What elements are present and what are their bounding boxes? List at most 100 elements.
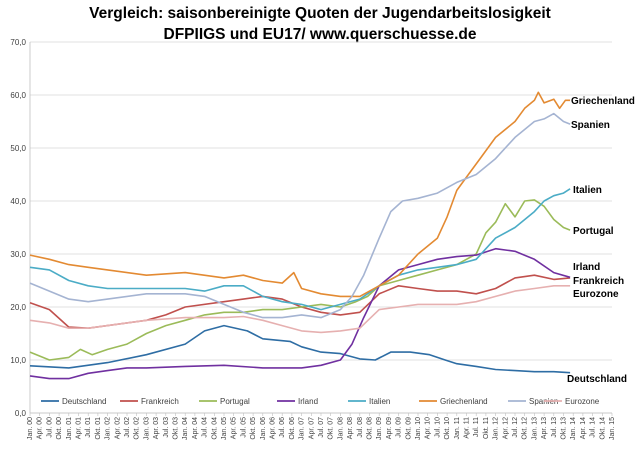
chart-subtitle: DFPIIGS und EU17/ www.querschuesse.de [164,26,477,43]
x-tick-label: Jul. 09 [396,417,403,438]
x-tick-label: Jul. 12 [512,417,519,438]
x-tick-label: Apr. 11 [464,417,471,439]
x-tick-label: Jan. 02 [105,417,112,440]
x-tick-label: Jul. 13 [551,417,558,438]
legend: Deutschland Frankreich Portugal Irland Itali… [41,397,600,406]
x-tick-label: Jul. 01 [85,417,92,438]
x-tick-label: Jul. 02 [124,417,131,438]
x-tick-label: Okt. 11 [483,417,490,439]
x-tick-label: Jan. 14 [570,417,577,440]
x-tick-label: Jan. 13 [531,417,538,440]
x-tick-label: Jan. 10 [415,417,422,440]
y-tick-label: 60,0 [10,91,26,100]
x-tick-label: Jan. 03 [143,417,150,440]
x-tick-label: Apr. 01 [76,417,83,439]
x-tick-label: Okt. 10 [444,417,451,440]
chart-title: Vergleich: saisonbereinigte Quoten der J… [89,5,551,22]
series-line-deutschland [29,324,571,374]
x-tick-label: Okt. 12 [522,417,529,440]
x-tick-label: Okt. 09 [405,417,412,440]
x-tick-label: Okt. 00 [56,417,63,440]
x-tick-label: Jan. 00 [27,417,34,440]
x-tick-label: Jan. 04 [182,417,189,440]
x-tick-label: Jan. 06 [260,417,267,440]
y-tick-label: 70,0 [10,38,26,47]
legend-label: Eurozone [565,397,600,406]
x-tick-label: Jan. 11 [454,417,461,440]
series-line-irland [29,247,571,380]
x-tick-label: Jul. 10 [434,417,441,438]
series-end-label: Griechenland [571,96,635,107]
x-tick-label: Apr. 05 [231,417,238,439]
y-tick-label: 40,0 [10,197,26,206]
x-tick-label: Jul. 00 [46,417,53,438]
series-line-portugal [29,199,571,361]
x-tick-label: Jan. 09 [376,417,383,440]
x-tick-label: Okt. 13 [561,417,568,440]
series-line-eurozone [29,284,571,334]
x-tick-label: Jan. 15 [609,417,616,440]
legend-label: Deutschland [62,397,106,406]
x-tick-label: Jul. 14 [590,417,597,438]
series-end-label: Frankreich [573,276,624,287]
x-tick-label: Okt. 04 [211,417,218,440]
series-line-italien [29,188,571,311]
x-tick-label: Apr. 10 [425,417,432,439]
series-end-label: Italien [573,185,602,196]
x-tick-label: Jan. 07 [299,417,306,440]
y-tick-label: 10,0 [10,356,26,365]
x-tick-label: Jan. 12 [493,417,500,440]
x-tick-label: Okt. 03 [173,417,180,440]
x-tick-label: Jul. 05 [240,417,247,438]
x-tick-label: Jul. 03 [163,417,170,438]
series-end-label: Deutschland [567,374,627,385]
series-end-label: Irland [573,262,600,273]
x-tick-label: Okt. 07 [328,417,335,440]
y-tick-label: 20,0 [10,303,26,312]
x-tick-label: Jan. 08 [337,417,344,440]
x-tick-label: Apr. 06 [270,417,277,439]
gridlines [30,41,612,414]
x-tick-label: Okt. 01 [95,417,102,440]
x-tick-label: Jan. 05 [221,417,228,440]
legend-label: Spanien [529,397,558,406]
y-tick-label: 0,0 [15,409,27,418]
x-tick-label: Apr. 13 [541,417,548,439]
x-tick-label: Apr. 09 [386,417,393,439]
legend-label: Italien [369,397,390,406]
y-axis: 0,0 10,0 20,0 30,0 40,0 50,0 60,0 70,0 [10,38,31,418]
x-tick-label: Apr. 12 [502,417,509,439]
x-tick-label: Jul. 06 [279,417,286,438]
legend-label: Frankreich [141,397,179,406]
x-tick-label: Apr. 08 [347,417,354,439]
x-tick-label: Jan. 01 [66,417,73,440]
x-tick-label: Okt. 06 [289,417,296,440]
x-tick-label: Jul. 07 [318,417,325,438]
series-end-label: Spanien [571,120,610,131]
x-tick-label: Okt. 08 [367,417,374,440]
x-tick-label: Jul. 08 [357,417,364,438]
x-tick-label: Apr. 07 [308,417,315,439]
x-tick-label: Okt. 14 [599,417,606,440]
series-line-griechenland [29,91,571,298]
legend-label: Portugal [220,397,250,406]
series-end-label: Eurozone [573,289,619,300]
x-tick-label: Apr. 00 [37,417,44,439]
x-tick-label: Jul. 11 [473,417,480,437]
series-end-label: Portugal [573,226,614,237]
y-tick-label: 50,0 [10,144,26,153]
x-tick-label: Apr. 03 [153,417,160,439]
x-tick-label: Okt. 05 [250,417,257,440]
x-axis: Jan. 00 Apr. 00 Jul. 00 Okt. 00 Jan. 01 Apr. … [27,412,616,440]
y-tick-label: 30,0 [10,250,26,259]
x-tick-label: Apr. 02 [114,417,121,439]
legend-label: Griechenland [440,397,488,406]
series-end-labels: Deutschland Frankreich Portugal Irland Itali… [567,96,635,385]
x-tick-label: Apr. 14 [580,417,587,439]
x-tick-label: Jul. 04 [202,417,209,438]
series-line-spanien [29,112,571,319]
x-tick-label: Apr. 04 [192,417,199,439]
x-tick-label: Okt. 02 [134,417,141,440]
